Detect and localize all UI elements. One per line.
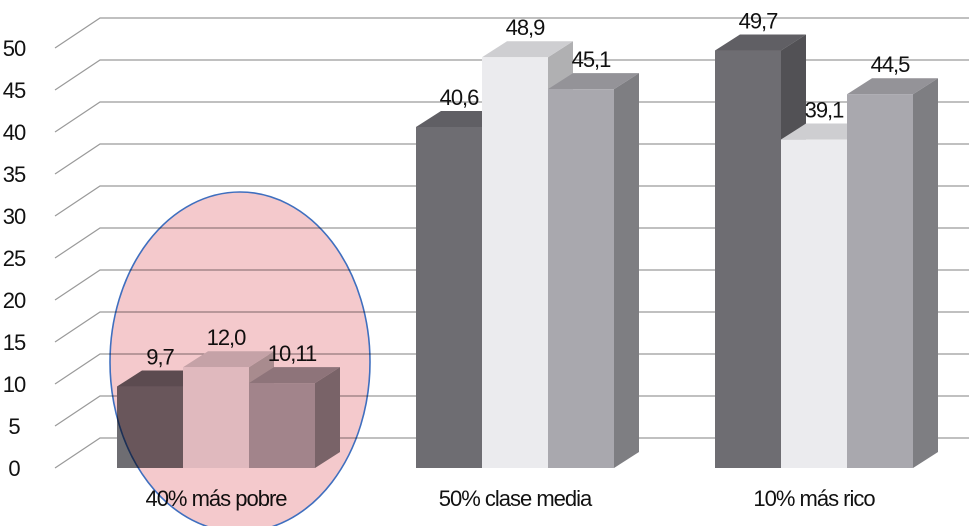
bar-top <box>715 34 806 51</box>
bar-side <box>614 73 639 468</box>
bar <box>482 57 548 469</box>
x-tick-label: 50% clase media <box>439 486 593 511</box>
grid-line <box>54 311 969 343</box>
value-label: 48,9 <box>506 15 546 40</box>
grid-line <box>54 17 969 49</box>
bar-top <box>847 78 938 95</box>
y-tick-label: 5 <box>8 414 20 439</box>
bar-side-shade <box>614 73 639 468</box>
y-tick-label: 0 <box>8 456 20 481</box>
bar <box>416 126 482 469</box>
grid-line <box>54 143 969 175</box>
grid-line <box>54 269 969 301</box>
grid-line <box>54 101 969 133</box>
bar-side-shade <box>913 78 938 468</box>
y-tick-label: 45 <box>3 78 26 103</box>
bar <box>781 139 847 468</box>
bar <box>715 50 781 469</box>
bar <box>548 89 614 468</box>
bar-top-shade <box>715 34 806 51</box>
value-label: 40,6 <box>440 85 480 110</box>
x-tick-label: 10% más rico <box>753 486 875 511</box>
value-label: 39,1 <box>805 97 845 122</box>
highlight <box>109 191 371 526</box>
grid-line <box>54 395 969 427</box>
grid-line <box>54 353 969 385</box>
bar-top <box>548 73 639 90</box>
value-label: 45,1 <box>572 47 612 72</box>
bar-top <box>482 41 573 58</box>
y-tick-label: 30 <box>3 204 26 229</box>
y-tick-label: 40 <box>3 120 26 145</box>
grid-line <box>54 437 969 469</box>
y-tick-label: 35 <box>3 162 26 187</box>
bar-top-shade <box>847 78 938 95</box>
bar <box>847 94 913 468</box>
bar-top-shade <box>548 73 639 90</box>
bar-side <box>913 78 938 468</box>
y-tick-label: 15 <box>3 330 26 355</box>
value-label: 49,7 <box>739 8 779 33</box>
grid-line <box>54 59 969 91</box>
grid-line <box>54 185 969 217</box>
y-tick-label: 25 <box>3 246 26 271</box>
y-tick-label: 10 <box>3 372 26 397</box>
value-label: 44,5 <box>871 52 911 77</box>
y-tick-label: 20 <box>3 288 26 313</box>
bar-top-shade <box>482 41 573 58</box>
y-tick-label: 50 <box>3 36 26 61</box>
grid-line <box>54 227 969 259</box>
